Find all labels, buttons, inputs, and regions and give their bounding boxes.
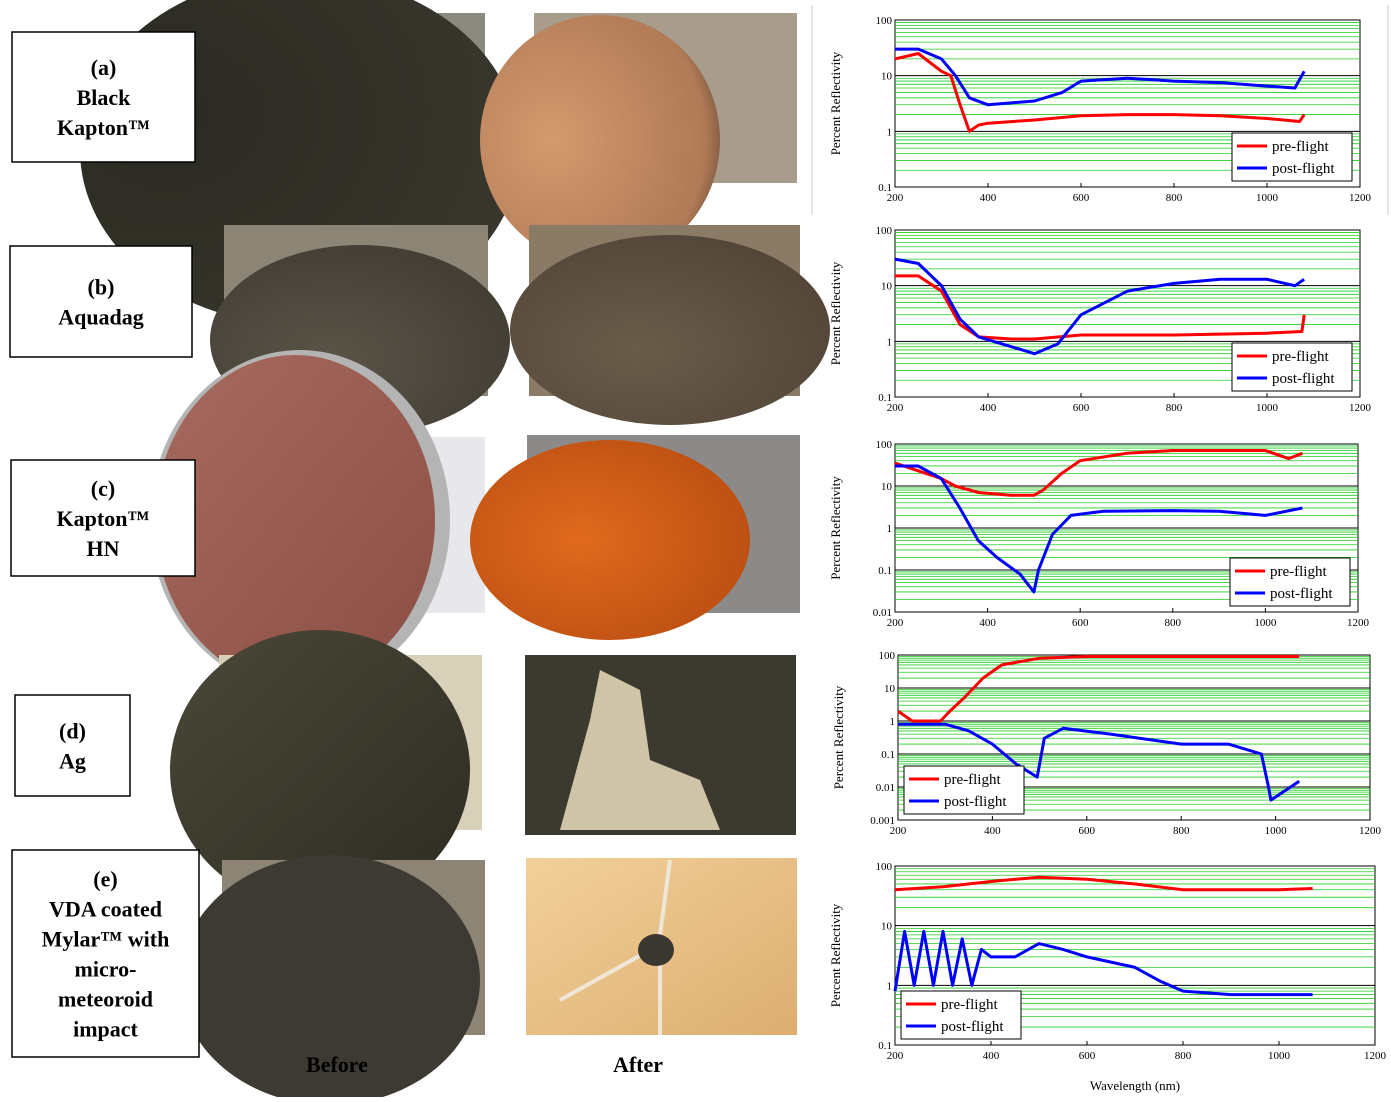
y-axis-label: Percent Reflectivity [828, 261, 843, 365]
y-axis-label: Percent Reflectivity [828, 51, 843, 155]
x-tick-label: 1200 [1349, 402, 1372, 414]
y-tick-label: 10 [881, 481, 893, 493]
x-tick-label: 1000 [1256, 192, 1279, 204]
panel-label: (b) [88, 275, 115, 300]
legend-label: post-flight [944, 794, 1007, 810]
x-tick-label: 1200 [1364, 1050, 1387, 1062]
legend-label: pre-flight [1272, 139, 1329, 155]
x-tick-label: 800 [1166, 192, 1183, 204]
y-tick-label: 10 [881, 71, 893, 83]
x-tick-label: 400 [980, 402, 997, 414]
x-tick-label: 1000 [1268, 1050, 1291, 1062]
x-tick-label: 200 [887, 192, 904, 204]
legend-label: post-flight [1272, 161, 1335, 177]
y-axis-label: Percent Reflectivity [828, 903, 843, 1007]
y-tick-label: 10 [881, 281, 893, 293]
y-tick-label: 0.1 [878, 565, 892, 577]
y-tick-label: 1 [887, 980, 893, 992]
y-tick-label: 100 [876, 225, 893, 237]
y-tick-label: 0.1 [881, 749, 895, 761]
legend-label: post-flight [941, 1019, 1004, 1035]
page: Before After (a) Black Kapton™ (b) Aquadag (c… [0, 0, 1391, 1102]
legend-label: pre-flight [1272, 349, 1329, 365]
label-box [15, 695, 130, 796]
x-tick-label: 600 [1073, 402, 1090, 414]
panel-label: impact [73, 1017, 138, 1042]
panel-label: (e) [93, 867, 117, 892]
label-box [10, 246, 192, 357]
photo-detail [470, 440, 750, 640]
x-tick-label: 200 [887, 1050, 904, 1062]
x-tick-label: 600 [1079, 825, 1096, 837]
y-tick-label: 10 [881, 921, 893, 933]
y-tick-label: 1 [887, 336, 893, 348]
x-tick-label: 600 [1073, 192, 1090, 204]
x-tick-label: 400 [983, 1050, 1000, 1062]
panel-label: (a) [91, 55, 117, 80]
x-tick-label: 200 [887, 402, 904, 414]
y-tick-label: 100 [879, 650, 896, 662]
x-tick-label: 400 [979, 617, 996, 629]
panel-label: HN [87, 536, 120, 561]
figure: Before After (a) Black Kapton™ (b) Aquadag (c… [0, 0, 1391, 1097]
panel-label: Black [77, 85, 132, 110]
x-tick-label: 800 [1166, 402, 1183, 414]
panel-label: Kapton™ [57, 115, 150, 140]
column-label: After [613, 1052, 663, 1077]
panel-label: (c) [91, 476, 115, 501]
x-tick-label: 1200 [1347, 617, 1370, 629]
y-axis-label: Percent Reflectivity [831, 685, 846, 789]
photo-detail [510, 235, 830, 425]
legend-label: pre-flight [1270, 564, 1327, 580]
x-tick-label: 600 [1072, 617, 1089, 629]
panel-label: micro- [75, 957, 137, 982]
legend-label: post-flight [1272, 371, 1335, 387]
x-tick-label: 1000 [1256, 402, 1279, 414]
column-label: Before [306, 1052, 368, 1077]
x-tick-label: 200 [890, 825, 907, 837]
x-tick-label: 1000 [1265, 825, 1288, 837]
panel-label: meteoroid [58, 987, 153, 1012]
x-axis-label: Wavelength (nm) [1090, 1078, 1180, 1093]
panel-label: Kapton™ [57, 506, 150, 531]
panel-label: (d) [59, 719, 86, 744]
x-tick-label: 800 [1175, 1050, 1192, 1062]
y-tick-label: 100 [876, 861, 893, 873]
y-tick-label: 10 [884, 683, 896, 695]
x-tick-label: 400 [980, 192, 997, 204]
y-tick-label: 100 [876, 439, 893, 451]
panel-label: VDA coated [49, 897, 162, 922]
panel-label: Aquadag [58, 305, 144, 330]
x-tick-label: 200 [887, 617, 904, 629]
x-tick-label: 1000 [1254, 617, 1277, 629]
x-tick-label: 800 [1173, 825, 1190, 837]
x-tick-label: 600 [1079, 1050, 1096, 1062]
y-tick-label: 1 [890, 716, 896, 728]
y-tick-label: 0.01 [876, 782, 895, 794]
y-tick-label: 1 [887, 523, 893, 535]
x-tick-label: 800 [1165, 617, 1182, 629]
y-tick-label: 100 [876, 15, 893, 27]
legend-label: pre-flight [944, 772, 1001, 788]
x-tick-label: 1200 [1349, 192, 1372, 204]
y-tick-label: 1 [887, 126, 893, 138]
legend-label: post-flight [1270, 586, 1333, 602]
panel-label: Mylar™ with [42, 927, 170, 952]
y-axis-label: Percent Reflectivity [828, 476, 843, 580]
x-tick-label: 400 [984, 825, 1001, 837]
legend-label: pre-flight [941, 997, 998, 1013]
x-tick-label: 1200 [1359, 825, 1382, 837]
panel-label: Ag [59, 749, 86, 774]
photo-detail [638, 934, 674, 966]
